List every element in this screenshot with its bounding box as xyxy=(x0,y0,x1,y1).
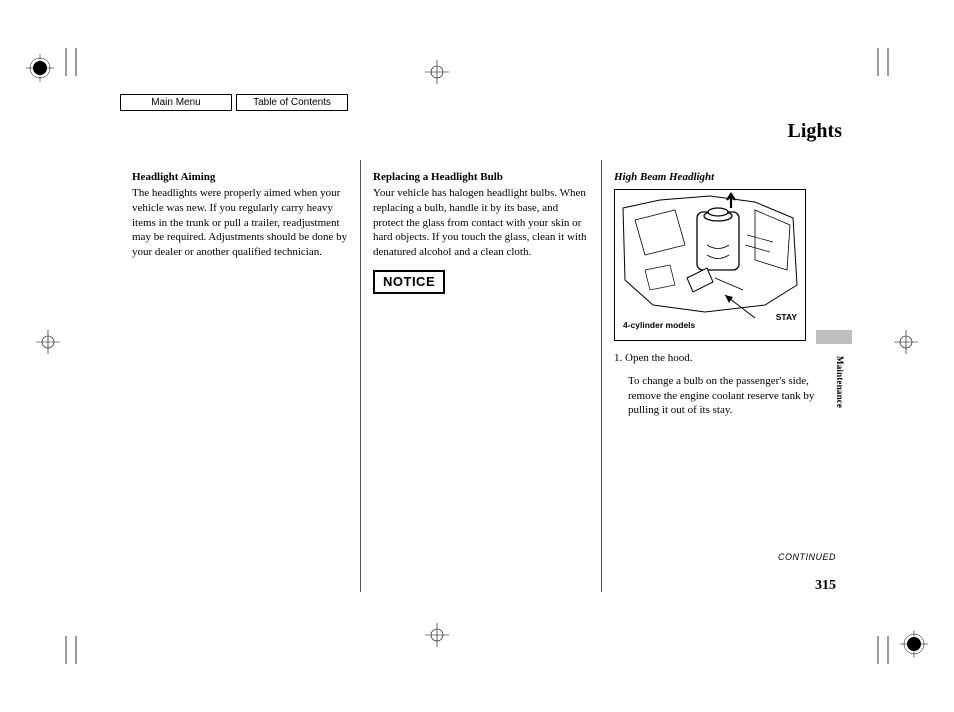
col2-body: Your vehicle has halogen headlight bulbs… xyxy=(373,186,589,260)
notice-box: NOTICE xyxy=(373,270,445,294)
continued-label: CONTINUED xyxy=(778,552,836,562)
col2-heading: Replacing a Headlight Bulb xyxy=(373,170,589,185)
crop-mark-bottom-right xyxy=(874,624,930,664)
crop-mark-bottom-left xyxy=(24,624,80,664)
diagram-label-stay: STAY xyxy=(776,312,797,323)
section-tab-bar xyxy=(816,330,852,344)
column-2: Replacing a Headlight Bulb Your vehicle … xyxy=(361,160,602,592)
column-3: High Beam Headlight xyxy=(602,160,842,592)
section-tab-label: Maintenance xyxy=(835,356,845,408)
crop-mark-top-left xyxy=(24,48,80,88)
col1-body: The headlights were properly aimed when … xyxy=(132,186,348,260)
step-1-body: To change a bulb on the passenger's side… xyxy=(628,374,830,419)
nav-buttons: Main Menu Table of Contents xyxy=(120,94,348,111)
col1-heading: Headlight Aiming xyxy=(132,170,348,185)
registration-mark-top xyxy=(425,60,449,89)
page-title: Lights xyxy=(788,120,842,143)
registration-mark-left xyxy=(36,330,60,359)
diagram-label-model: 4-cylinder models xyxy=(623,320,695,331)
engine-diagram: 4-cylinder models STAY xyxy=(614,189,806,341)
document-page: Main Menu Table of Contents Lights Headl… xyxy=(0,0,954,712)
column-1: Headlight Aiming The headlights were pro… xyxy=(120,160,361,592)
page-number: 315 xyxy=(815,578,836,594)
step-1: 1. Open the hood. xyxy=(614,351,830,366)
registration-mark-right xyxy=(894,330,918,359)
crop-mark-top-right xyxy=(874,48,930,88)
content-columns: Headlight Aiming The headlights were pro… xyxy=(120,160,842,592)
step-list: 1. Open the hood. To change a bulb on th… xyxy=(614,351,830,418)
registration-mark-bottom xyxy=(425,623,449,652)
col3-heading: High Beam Headlight xyxy=(614,170,830,185)
toc-button[interactable]: Table of Contents xyxy=(236,94,348,111)
main-menu-button[interactable]: Main Menu xyxy=(120,94,232,111)
